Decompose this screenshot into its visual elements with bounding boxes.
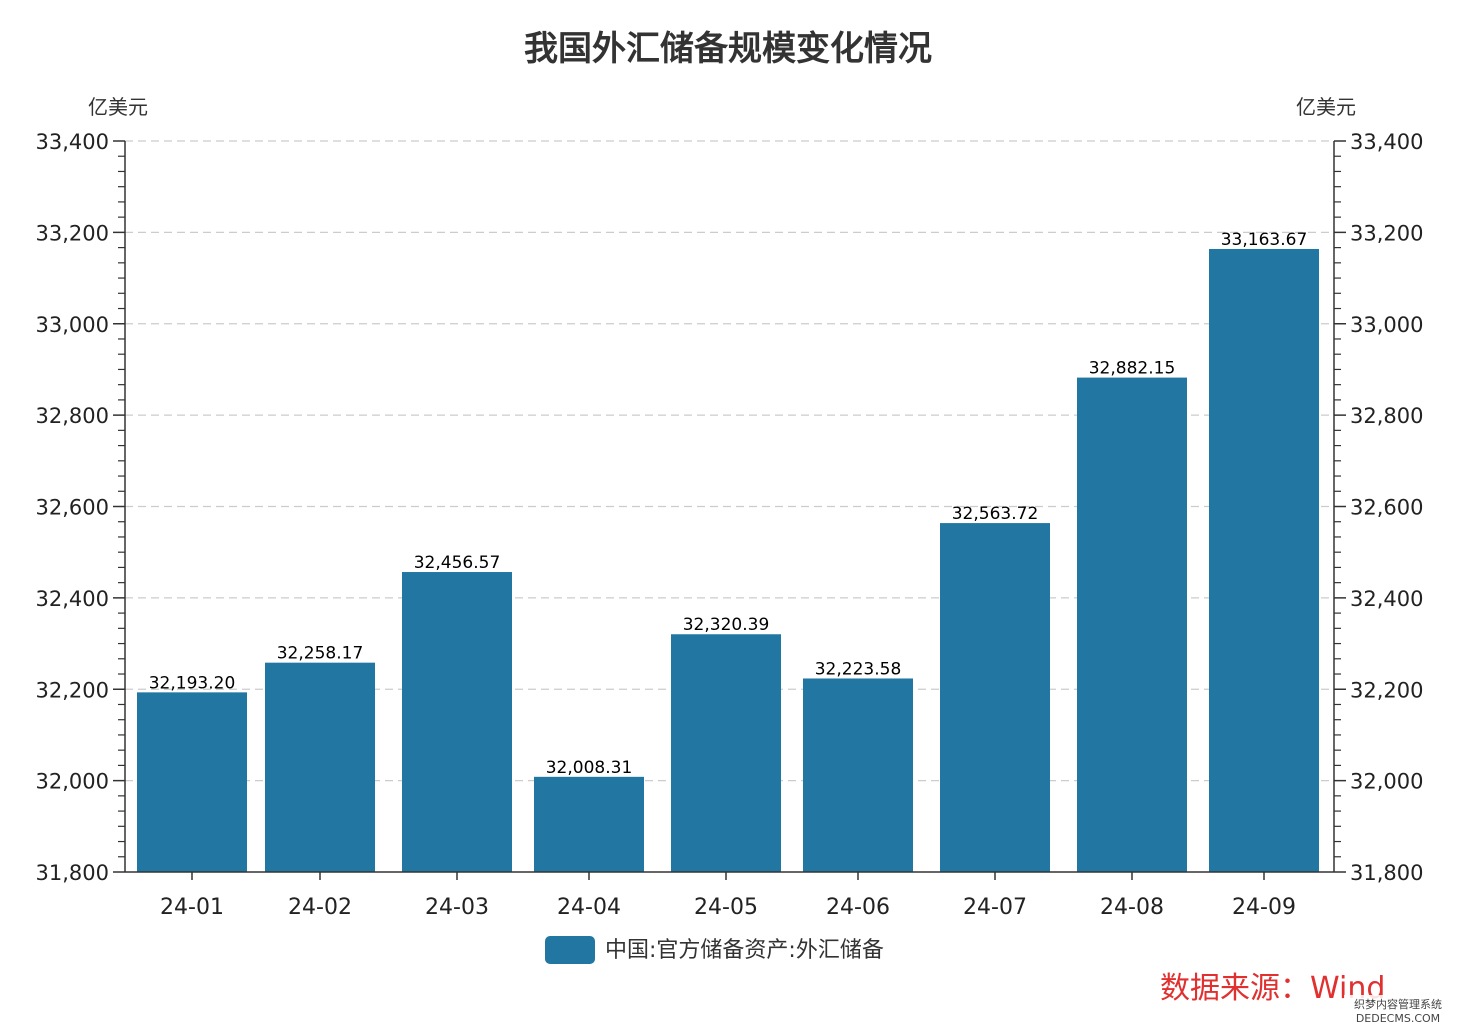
x-tick-label: 24-08 [1100, 895, 1164, 920]
bar [402, 572, 512, 872]
right-tick-label: 32,800 [1350, 404, 1423, 428]
bar [534, 776, 644, 872]
right-tick-label: 33,200 [1350, 221, 1423, 245]
bar [1077, 377, 1187, 872]
data-label: 32,882.15 [1089, 359, 1176, 379]
data-label: 33,163.67 [1221, 230, 1308, 250]
data-label: 32,456.57 [414, 553, 501, 573]
axes: 31,800 31,800 32,000 32,000 32,200 32,200 32,4… [36, 130, 1424, 920]
watermark-line1: 织梦内容管理系统 [1354, 997, 1442, 1011]
bar [803, 678, 913, 872]
left-tick-label: 32,800 [36, 404, 109, 428]
right-tick-label: 31,800 [1350, 861, 1423, 885]
data-labels: 32,193.20 32,258.17 32,456.57 32,008.31 32,3… [149, 230, 1308, 778]
bar [137, 692, 247, 872]
legend-label: 中国:官方储备资产:外汇储备 [605, 938, 884, 963]
left-tick-label: 33,000 [36, 313, 109, 337]
x-tick-label: 24-05 [694, 895, 758, 920]
left-axis-unit: 亿美元 [88, 95, 148, 119]
left-tick-label: 32,600 [36, 496, 109, 520]
right-tick-label: 32,000 [1350, 770, 1423, 794]
watermark: 织梦内容管理系统 DEDECMS.COM [1344, 995, 1452, 1026]
data-label: 32,563.72 [952, 504, 1039, 524]
bars [137, 248, 1319, 872]
left-tick-label: 32,000 [36, 770, 109, 794]
left-tick-label: 32,200 [36, 678, 109, 702]
chart-title: 我国外汇储备规模变化情况 [524, 29, 932, 69]
right-axis-unit: 亿美元 [1296, 95, 1356, 119]
data-label: 32,258.17 [277, 644, 364, 664]
watermark-line2: DEDECMS.COM [1356, 1012, 1440, 1025]
left-tick-label: 31,800 [36, 861, 109, 885]
x-tick-label: 24-09 [1232, 895, 1296, 920]
right-tick-label: 32,600 [1350, 496, 1423, 520]
bar [671, 634, 781, 872]
x-tick-label: 24-07 [963, 895, 1027, 920]
x-tick-label: 24-06 [826, 895, 890, 920]
bar [1209, 248, 1319, 872]
data-label: 32,193.20 [149, 673, 236, 693]
left-tick-label: 33,200 [36, 221, 109, 245]
bar [940, 523, 1050, 872]
x-tick-label: 24-04 [557, 895, 621, 920]
x-tick-label: 24-01 [160, 895, 224, 920]
data-label: 32,008.31 [546, 758, 633, 778]
x-tick-label: 24-02 [288, 895, 352, 920]
right-tick-label: 33,400 [1350, 130, 1423, 154]
data-label: 32,320.39 [683, 615, 770, 635]
left-tick-label: 33,400 [36, 130, 109, 154]
left-tick-label: 32,400 [36, 587, 109, 611]
right-tick-label: 32,200 [1350, 678, 1423, 702]
bar [265, 662, 375, 872]
legend[interactable]: 中国:官方储备资产:外汇储备 [545, 936, 884, 964]
x-tick-label: 24-03 [425, 895, 489, 920]
data-label: 32,223.58 [815, 659, 902, 679]
right-tick-label: 33,000 [1350, 313, 1423, 337]
right-tick-label: 32,400 [1350, 587, 1423, 611]
legend-swatch [545, 936, 595, 964]
